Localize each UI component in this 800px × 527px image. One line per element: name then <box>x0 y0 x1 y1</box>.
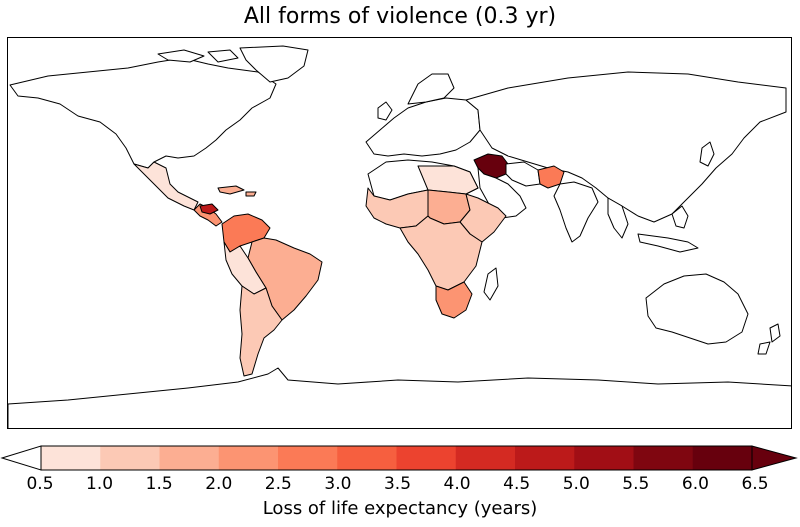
region-central-africa <box>399 215 483 291</box>
colorbar-label: Loss of life expectancy (years) <box>262 498 538 519</box>
colorbar-bin <box>692 446 753 470</box>
colorbar-tick-label: 1.0 <box>86 474 114 494</box>
colorbar-bin <box>218 446 279 470</box>
region-honduras <box>199 203 219 215</box>
region-argentina-chile <box>239 285 283 377</box>
colorbar-tick-label: 1.5 <box>145 474 173 494</box>
colorbar-tick-label: 5.5 <box>622 474 650 494</box>
colorbar-bin <box>455 446 516 470</box>
colorbar-over-arrow <box>751 445 798 471</box>
land-india <box>553 181 599 243</box>
region-caribbean <box>217 185 257 197</box>
colorbar-bin <box>278 446 338 470</box>
land-north-america <box>9 57 277 169</box>
chart-title: All forms of violence (0.3 yr) <box>243 4 557 29</box>
colorbar-ticks: 0.5 1.0 1.5 2.0 2.5 3.0 3.5 4.0 4.5 5.0 5.5 6.0 6.5 <box>0 474 800 496</box>
colorbar-frame <box>40 445 753 471</box>
colorbar-tick-label: 4.0 <box>443 474 471 494</box>
land-japan <box>699 141 715 167</box>
land-scandinavia <box>407 73 455 105</box>
colorbar-tick-label: 0.5 <box>26 474 54 494</box>
colorbar-tick-label: 6.0 <box>681 474 709 494</box>
land-arctic-islands <box>157 49 239 63</box>
colorbar-tick-label: 2.0 <box>205 474 233 494</box>
land-british-isles <box>377 101 393 121</box>
land-antarctica <box>8 367 791 428</box>
world-map <box>8 45 791 428</box>
map-frame <box>7 37 792 429</box>
colorbar-bin <box>159 446 220 470</box>
colorbar-tick-label: 5.0 <box>562 474 590 494</box>
colorbar-tick-label: 6.5 <box>741 474 769 494</box>
colorbar-tick-label: 4.5 <box>503 474 531 494</box>
colorbar-bin <box>574 446 634 470</box>
colorbar-bin <box>337 446 397 470</box>
colorbar-bin <box>396 446 457 470</box>
land-southeast-asia <box>607 197 699 253</box>
land-australia <box>645 273 749 345</box>
colorbar-bin <box>633 446 694 470</box>
colorbar <box>0 445 798 471</box>
land-greenland <box>239 45 309 83</box>
land-new-zealand <box>757 323 781 355</box>
colorbar-under-arrow <box>0 445 42 471</box>
region-horn-africa <box>459 193 507 243</box>
colorbar-tick-label: 2.5 <box>264 474 292 494</box>
colorbar-bin <box>100 446 160 470</box>
region-south-africa <box>435 281 473 319</box>
region-iran <box>505 161 541 187</box>
land-madagascar <box>483 267 499 301</box>
colorbar-tick-label: 3.5 <box>383 474 412 494</box>
colorbar-tick-label: 3.0 <box>324 474 352 494</box>
region-mexico <box>133 161 199 211</box>
colorbar-bin <box>41 446 101 470</box>
colorbar-bin <box>515 446 575 470</box>
